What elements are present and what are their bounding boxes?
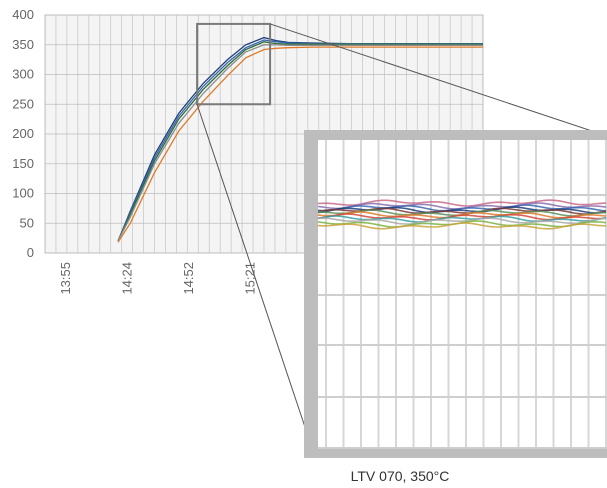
inset-panel — [196, 23, 607, 458]
y-tick-label: 150 — [12, 156, 34, 171]
y-tick-label: 350 — [12, 37, 34, 52]
inset-series-line — [317, 217, 607, 225]
series-line — [117, 46, 483, 243]
y-tick-label: 200 — [12, 126, 34, 141]
y-tick-label: 300 — [12, 67, 34, 82]
y-tick-label: 250 — [12, 96, 34, 111]
series-line — [117, 41, 483, 242]
series-line — [117, 44, 483, 242]
y-tick-label: 400 — [12, 7, 34, 22]
inset-series-line — [317, 199, 607, 207]
y-tick-label: 100 — [12, 186, 34, 201]
inset-series-line — [317, 222, 607, 230]
zoom-connector-line — [196, 104, 315, 455]
x-tick-label: 13:55 — [58, 262, 73, 295]
x-tick-label: 15:21 — [243, 262, 258, 295]
x-tick-label: 14:52 — [181, 262, 196, 295]
inset-caption: LTV 070, 350°C — [351, 468, 450, 484]
y-tick-label: 50 — [20, 215, 34, 230]
y-tick-label: 0 — [27, 245, 34, 260]
zoom-connector-line — [269, 23, 607, 137]
zoom-region-box — [196, 22, 272, 106]
x-tick-label: 14:24 — [120, 262, 135, 295]
